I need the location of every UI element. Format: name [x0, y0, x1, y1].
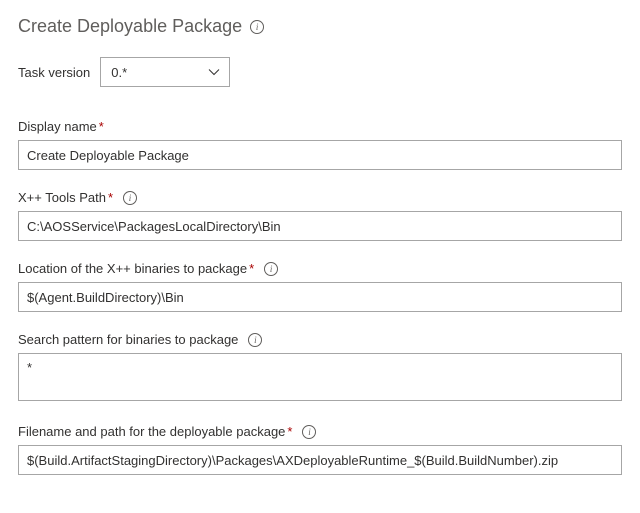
- binaries-location-input[interactable]: [18, 282, 622, 312]
- task-version-value: 0.*: [111, 65, 127, 80]
- info-icon[interactable]: i: [248, 333, 262, 347]
- search-pattern-label: Search pattern for binaries to package: [18, 332, 238, 347]
- display-name-input[interactable]: [18, 140, 622, 170]
- task-version-label: Task version: [18, 65, 90, 80]
- field-binaries-location: Location of the X++ binaries to package*…: [18, 261, 622, 312]
- task-version-row: Task version 0.*: [18, 57, 622, 87]
- info-icon[interactable]: i: [302, 425, 316, 439]
- required-mark: *: [99, 119, 104, 134]
- output-filename-input[interactable]: [18, 445, 622, 475]
- info-icon[interactable]: i: [123, 191, 137, 205]
- tools-path-input[interactable]: [18, 211, 622, 241]
- search-pattern-input[interactable]: [18, 353, 622, 401]
- field-output-filename: Filename and path for the deployable pac…: [18, 424, 622, 475]
- required-mark: *: [249, 261, 254, 276]
- task-version-select[interactable]: 0.*: [100, 57, 230, 87]
- field-display-name: Display name*: [18, 119, 622, 170]
- required-mark: *: [287, 424, 292, 439]
- info-icon[interactable]: i: [250, 20, 264, 34]
- display-name-label: Display name*: [18, 119, 104, 134]
- form-header: Create Deployable Package i: [18, 16, 622, 37]
- required-mark: *: [108, 190, 113, 205]
- info-icon[interactable]: i: [264, 262, 278, 276]
- field-tools-path: X++ Tools Path* i: [18, 190, 622, 241]
- field-search-pattern: Search pattern for binaries to package i: [18, 332, 622, 404]
- output-filename-label: Filename and path for the deployable pac…: [18, 424, 292, 439]
- binaries-location-label: Location of the X++ binaries to package*: [18, 261, 254, 276]
- tools-path-label: X++ Tools Path*: [18, 190, 113, 205]
- page-title: Create Deployable Package: [18, 16, 242, 37]
